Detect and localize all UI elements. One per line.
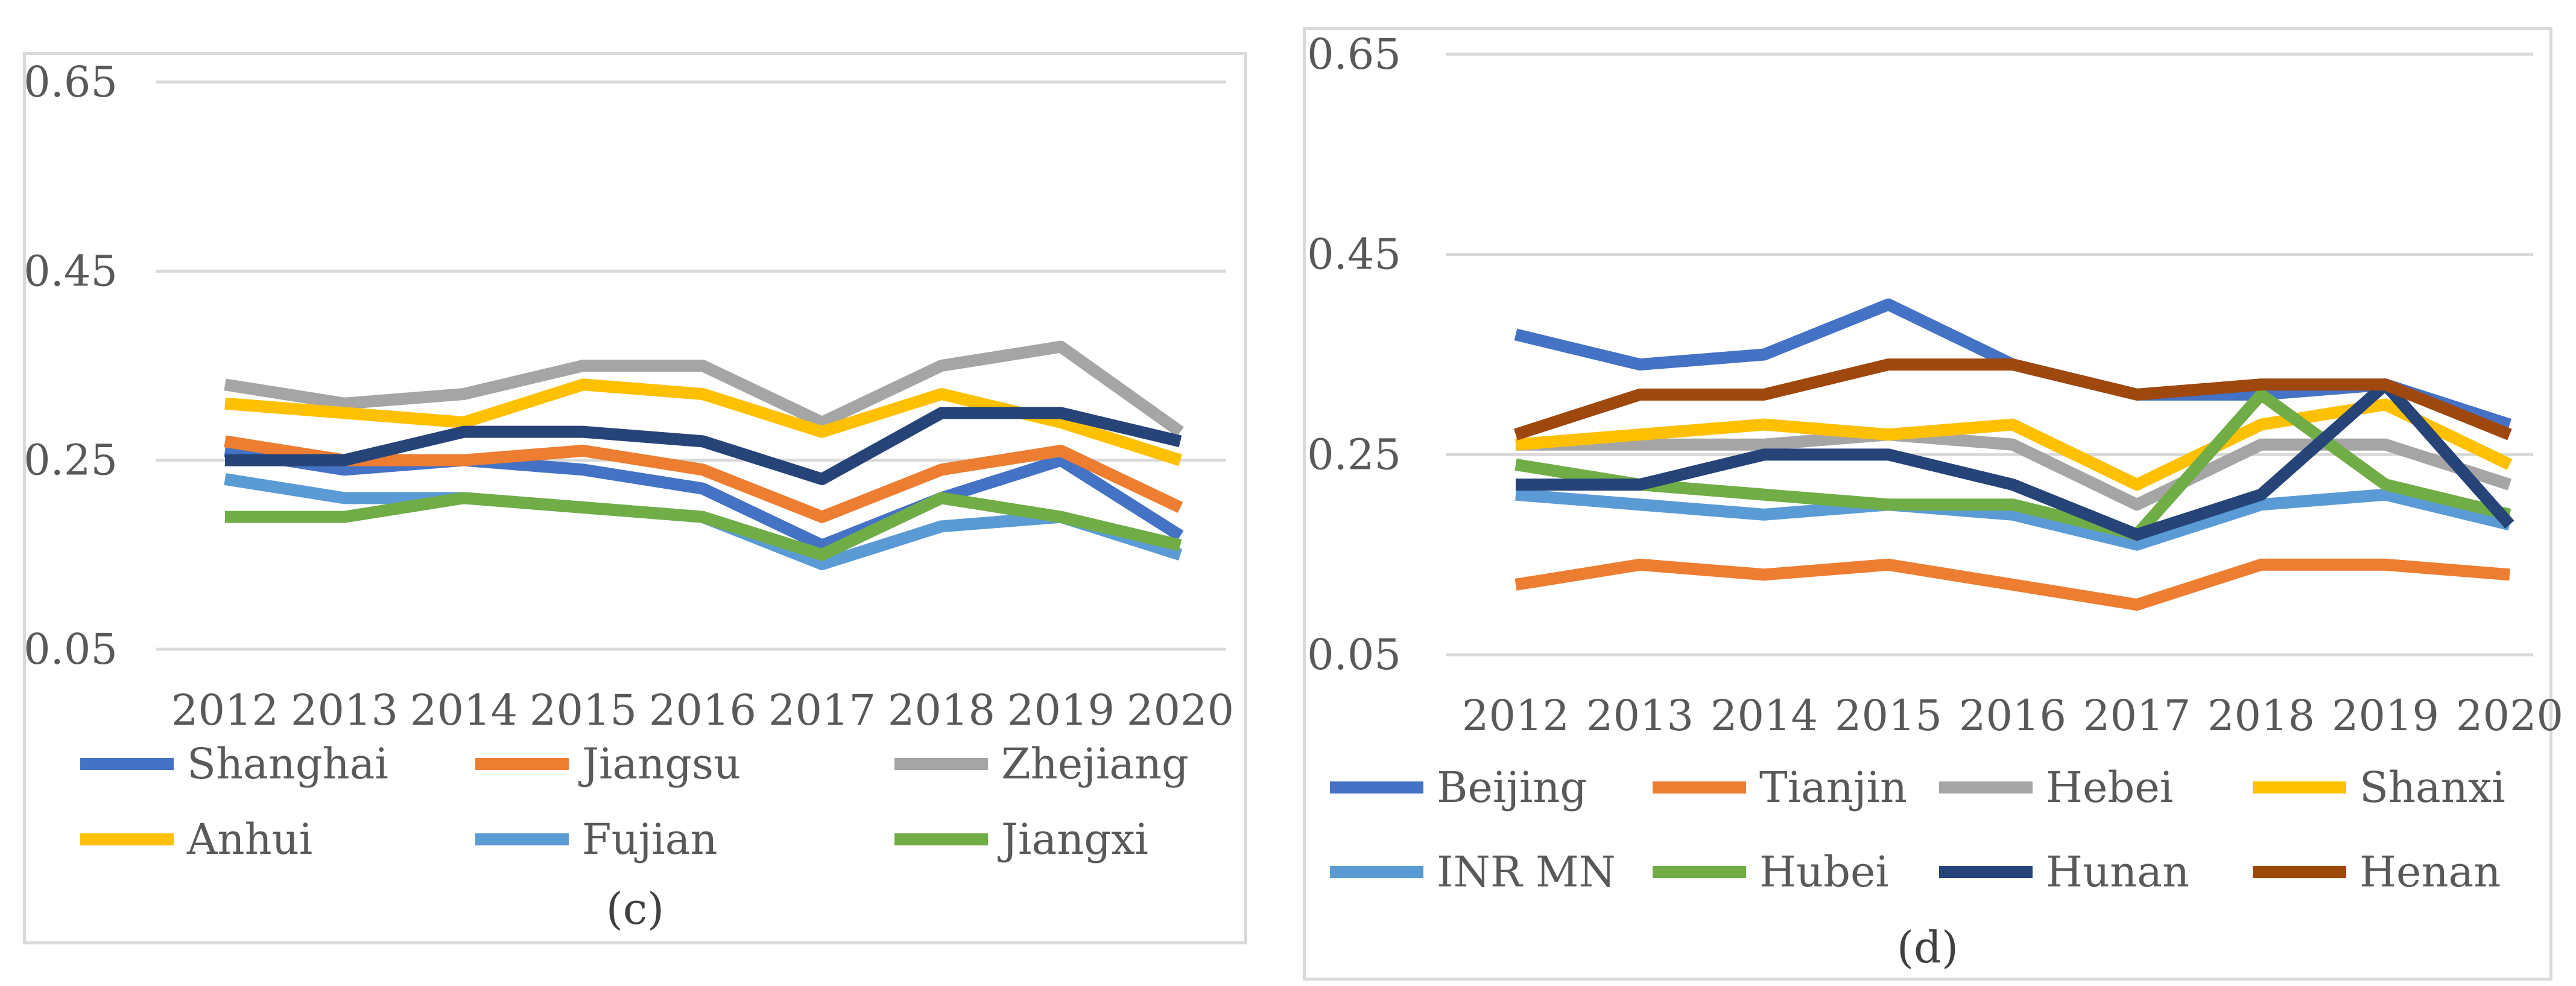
chart-panel-d: 0.05 0.25 0.45 0.65 2012 2013 2014 2015 2016 2017… <box>1303 27 2563 981</box>
y-tick-label: 0.25 <box>1307 430 1401 479</box>
x-tick-label: 2016 <box>649 685 756 735</box>
legend-label: Anhui <box>186 815 312 864</box>
y-tick-label: 0.45 <box>1307 230 1401 279</box>
series-line-jiangxi <box>225 492 1182 561</box>
series-line-zhejiang <box>224 340 1184 437</box>
y-tick-label: 0.45 <box>24 246 118 296</box>
x-tick-label: 2014 <box>1710 691 1818 740</box>
chart-caption: (c) <box>606 883 665 934</box>
series-line-hubei <box>1514 388 2511 541</box>
x-tick-label: 2012 <box>1462 691 1569 740</box>
x-tick-label: 2019 <box>1007 685 1115 735</box>
x-tick-label: 2013 <box>291 685 398 735</box>
legend-label: Tianjin <box>1759 763 1907 812</box>
x-tick-label: 2017 <box>2083 691 2191 740</box>
x-tick-label: 2017 <box>768 685 876 735</box>
chart-d-svg: 0.05 0.25 0.45 0.65 2012 2013 2014 2015 2016 2017… <box>1307 30 2563 973</box>
x-tick-label: 2015 <box>1835 691 1942 740</box>
y-tick-label: 0.65 <box>24 57 118 107</box>
series-line-hunan <box>1516 378 2514 541</box>
series-line-inr-mn <box>1515 488 2511 551</box>
series-line-henan <box>1513 358 2512 441</box>
legend-label: Jiangxi <box>998 815 1148 864</box>
x-tick-label: 2012 <box>171 685 279 735</box>
legend-label: Zhejiang <box>1001 739 1189 789</box>
x-tick-label: 2016 <box>1959 691 2066 740</box>
legend-label: Beijing <box>1437 763 1587 812</box>
x-tick-label: 2018 <box>2207 691 2315 740</box>
y-tick-label: 0.25 <box>24 436 118 485</box>
series-line-shanghai <box>224 445 1184 552</box>
x-tick-label: 2018 <box>888 685 995 735</box>
x-tick-label: 2015 <box>530 685 637 735</box>
legend-label: Hebei <box>2046 763 2173 812</box>
x-tick-label: 2014 <box>410 685 517 735</box>
legend-label: INR MN <box>1437 847 1616 897</box>
y-tick-label: 0.65 <box>1307 30 1401 79</box>
series-line-hunan <box>225 407 1182 485</box>
legend-label: Hunan <box>2046 847 2189 897</box>
series-line-jiangsu <box>224 435 1183 523</box>
series-line-shanxi <box>1515 398 2513 491</box>
legend-label: Jiangsu <box>578 739 741 789</box>
legend-label: Shanxi <box>2359 763 2505 812</box>
x-tick-label: 2019 <box>2332 691 2439 740</box>
x-tick-label: 2020 <box>1127 685 1234 735</box>
legend-label: Shanghai <box>187 739 388 789</box>
y-tick-label: 0.05 <box>1307 630 1401 679</box>
chart-c-svg: 0.05 0.25 0.45 0.65 2012 2013 2014 2015 2016 2017… <box>24 57 1234 934</box>
chart-caption: (d) <box>1897 922 1958 973</box>
x-tick-label: 2020 <box>2456 691 2563 740</box>
y-tick-label: 0.05 <box>24 625 118 674</box>
series-line-hebei <box>1516 428 2512 511</box>
chart-panel-c: 0.05 0.25 0.45 0.65 2012 2013 2014 2015 2016 2017… <box>23 52 1247 944</box>
x-tick-label: 2013 <box>1586 691 1694 740</box>
legend-label: Fujian <box>582 815 718 864</box>
legend-label: Henan <box>2359 847 2501 897</box>
series-line-tianjin <box>1514 558 2510 611</box>
legend-label: Hubei <box>1759 847 1889 897</box>
